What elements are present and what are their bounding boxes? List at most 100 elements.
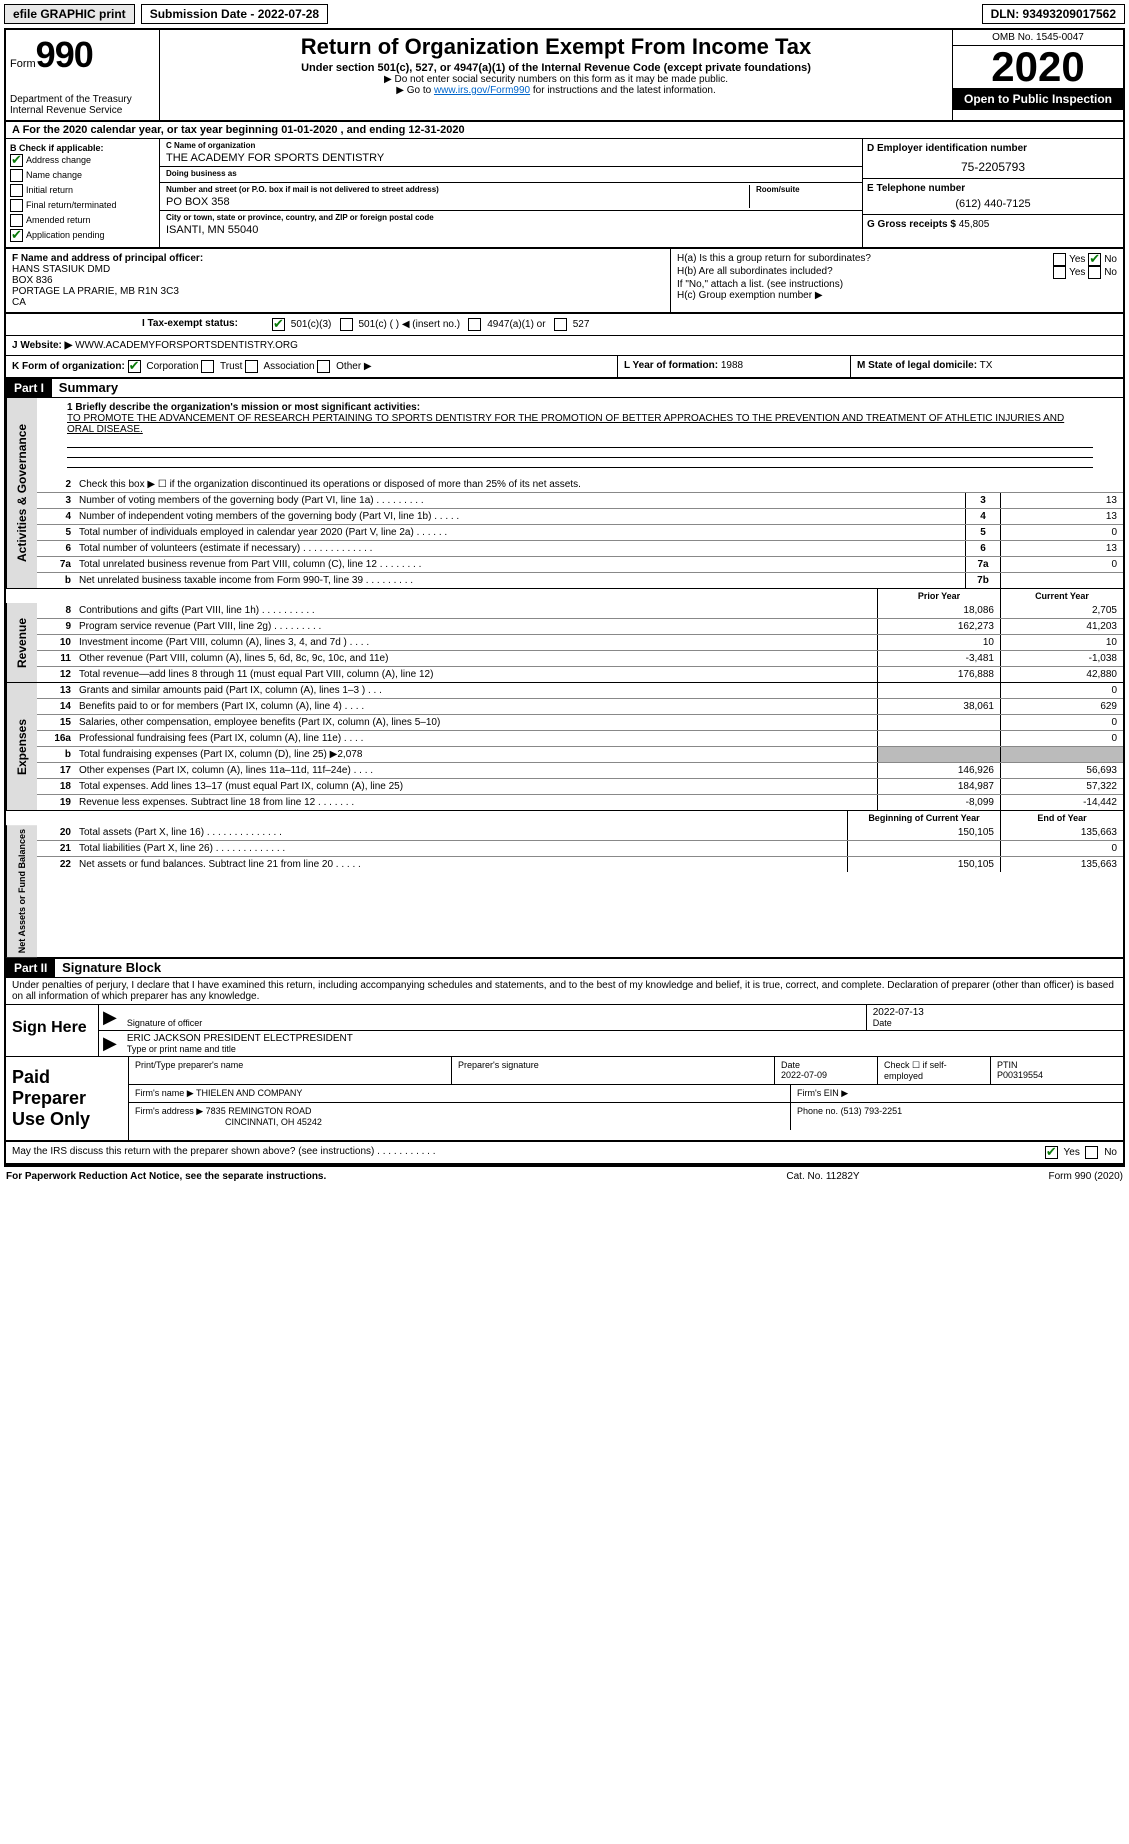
- section-b: B Check if applicable: Address change Na…: [6, 139, 160, 247]
- chk-corp[interactable]: [128, 360, 141, 373]
- part1-badge: Part I: [6, 379, 52, 397]
- gov-line: 7aTotal unrelated business revenue from …: [37, 556, 1123, 572]
- mission-text: TO PROMOTE THE ADVANCEMENT OF RESEARCH P…: [67, 413, 1064, 435]
- form-label: Form: [10, 58, 36, 70]
- efile-label: efile GRAPHIC print: [4, 4, 135, 24]
- hb-label: H(b) Are all subordinates included?: [677, 266, 833, 279]
- chk-trust[interactable]: [201, 360, 214, 373]
- chk-527[interactable]: [554, 318, 567, 331]
- end-header: End of Year: [1000, 811, 1123, 825]
- firm-addr-label: Firm's address ▶: [135, 1106, 203, 1116]
- rev-section: Revenue 8Contributions and gifts (Part V…: [6, 603, 1123, 682]
- chk-501c[interactable]: [340, 318, 353, 331]
- part2-header-row: Part II Signature Block: [6, 959, 1123, 978]
- k-label: K Form of organization:: [12, 361, 125, 372]
- f-label: F Name and address of principal officer:: [12, 253, 664, 264]
- officer-name: HANS STASIUK DMD: [12, 264, 664, 275]
- chk-name[interactable]: Name change: [10, 168, 155, 183]
- preparer-sig-label: Preparer's signature: [452, 1057, 775, 1084]
- data-line: 8Contributions and gifts (Part VIII, lin…: [37, 603, 1123, 618]
- chk-amended[interactable]: Amended return: [10, 213, 155, 228]
- phone-label: E Telephone number: [867, 183, 1119, 194]
- discuss-no[interactable]: [1085, 1146, 1098, 1159]
- prep-date-label: Date: [781, 1060, 800, 1070]
- chk-assoc[interactable]: [245, 360, 258, 373]
- prior-year-header: Prior Year: [877, 589, 1000, 603]
- irs-link[interactable]: www.irs.gov/Form990: [434, 85, 530, 96]
- b-label: B Check if applicable:: [10, 143, 155, 153]
- gov-line: 3Number of voting members of the governi…: [37, 492, 1123, 508]
- q1-label: 1 Briefly describe the organization's mi…: [67, 402, 420, 413]
- dln: DLN: 93493209017562: [982, 4, 1125, 24]
- arrow-icon: ▶: [99, 1031, 121, 1056]
- part2-title: Signature Block: [58, 958, 165, 977]
- c-name-label: C Name of organization: [166, 141, 856, 150]
- chk-4947[interactable]: [468, 318, 481, 331]
- header-right: OMB No. 1545-0047 2020 Open to Public In…: [952, 30, 1123, 120]
- chk-final[interactable]: Final return/terminated: [10, 198, 155, 213]
- paid-label: Paid Preparer Use Only: [6, 1057, 128, 1140]
- chk-other[interactable]: [317, 360, 330, 373]
- footer: For Paperwork Reduction Act Notice, see …: [0, 1167, 1129, 1186]
- city-value: ISANTI, MN 55040: [166, 222, 856, 236]
- row-fh: F Name and address of principal officer:…: [6, 249, 1123, 313]
- ptin-value: P00319554: [997, 1070, 1043, 1080]
- firm-name: THIELEN AND COMPANY: [196, 1088, 302, 1098]
- paid-preparer-block: Paid Preparer Use Only Print/Type prepar…: [6, 1057, 1123, 1142]
- sign-block: Sign Here ▶ Signature of officer 2022-07…: [6, 1005, 1123, 1057]
- gov-tab: Activities & Governance: [6, 398, 37, 588]
- gov-section: Activities & Governance 1 Briefly descri…: [6, 398, 1123, 588]
- net-header-row: Beginning of Current Year End of Year: [6, 810, 1123, 825]
- form-subtitle: Under section 501(c), 527, or 4947(a)(1)…: [166, 62, 946, 74]
- self-employed-label: Check ☐ if self-employed: [878, 1057, 991, 1084]
- prep-date: 2022-07-09: [781, 1070, 827, 1080]
- exp-section: Expenses 13Grants and similar amounts pa…: [6, 682, 1123, 810]
- data-line: 10Investment income (Part VIII, column (…: [37, 634, 1123, 650]
- part1-title: Summary: [55, 378, 122, 397]
- gov-line: 2Check this box ▶ ☐ if the organization …: [37, 477, 1123, 492]
- data-line: 9Program service revenue (Part VIII, lin…: [37, 618, 1123, 634]
- open-public: Open to Public Inspection: [953, 88, 1123, 110]
- beginning-header: Beginning of Current Year: [847, 811, 1000, 825]
- data-line: 14Benefits paid to or for members (Part …: [37, 698, 1123, 714]
- col-header-row: Prior Year Current Year: [6, 588, 1123, 603]
- form-outer: Form990 Department of the Treasury Inter…: [4, 28, 1125, 1167]
- gross-label: G Gross receipts $: [867, 219, 956, 230]
- top-bar: efile GRAPHIC print Submission Date - 20…: [0, 0, 1129, 28]
- section-de: D Employer identification number 75-2205…: [862, 139, 1123, 247]
- state-domicile: TX: [980, 360, 993, 371]
- officer-addr1: BOX 836: [12, 275, 664, 286]
- sign-date: 2022-07-13: [873, 1007, 1117, 1018]
- form-ref: Form 990 (2020): [923, 1171, 1123, 1182]
- org-name: THE ACADEMY FOR SPORTS DENTISTRY: [166, 150, 856, 164]
- row-klm: K Form of organization: Corporation Trus…: [6, 356, 1123, 379]
- chk-application[interactable]: Application pending: [10, 228, 155, 243]
- ha-no: No: [1104, 254, 1117, 265]
- section-h: H(a) Is this a group return for subordin…: [671, 249, 1123, 312]
- gov-line: 6Total number of volunteers (estimate if…: [37, 540, 1123, 556]
- data-line: 15Salaries, other compensation, employee…: [37, 714, 1123, 730]
- firm-phone-label: Phone no.: [797, 1106, 838, 1116]
- chk-501c3[interactable]: [272, 318, 285, 331]
- data-line: 13Grants and similar amounts paid (Part …: [37, 683, 1123, 698]
- firm-ein-label: Firm's EIN ▶: [791, 1085, 1123, 1102]
- net-tab: Net Assets or Fund Balances: [6, 825, 37, 957]
- data-line: 16aProfessional fundraising fees (Part I…: [37, 730, 1123, 746]
- chk-initial[interactable]: Initial return: [10, 183, 155, 198]
- data-line: 19Revenue less expenses. Subtract line 1…: [37, 794, 1123, 810]
- declaration: Under penalties of perjury, I declare th…: [6, 978, 1123, 1005]
- hb-note: If "No," attach a list. (see instruction…: [677, 279, 1117, 290]
- header-left: Form990 Department of the Treasury Inter…: [6, 30, 160, 120]
- officer-addr2: PORTAGE LA PRARIE, MB R1N 3C3: [12, 286, 664, 297]
- discuss-yes[interactable]: [1045, 1146, 1058, 1159]
- section-c: C Name of organization THE ACADEMY FOR S…: [160, 139, 862, 247]
- net-section: Net Assets or Fund Balances 20Total asse…: [6, 825, 1123, 959]
- part1-header-row: Part I Summary: [6, 379, 1123, 398]
- goto-pre: ▶ Go to: [396, 85, 434, 96]
- hc-label: H(c) Group exemption number ▶: [677, 290, 1117, 301]
- discuss-question: May the IRS discuss this return with the…: [12, 1146, 1045, 1159]
- gov-line: 5Total number of individuals employed in…: [37, 524, 1123, 540]
- chk-address[interactable]: Address change: [10, 153, 155, 168]
- m-label: M State of legal domicile:: [857, 360, 977, 371]
- j-label: J Website: ▶: [12, 340, 72, 351]
